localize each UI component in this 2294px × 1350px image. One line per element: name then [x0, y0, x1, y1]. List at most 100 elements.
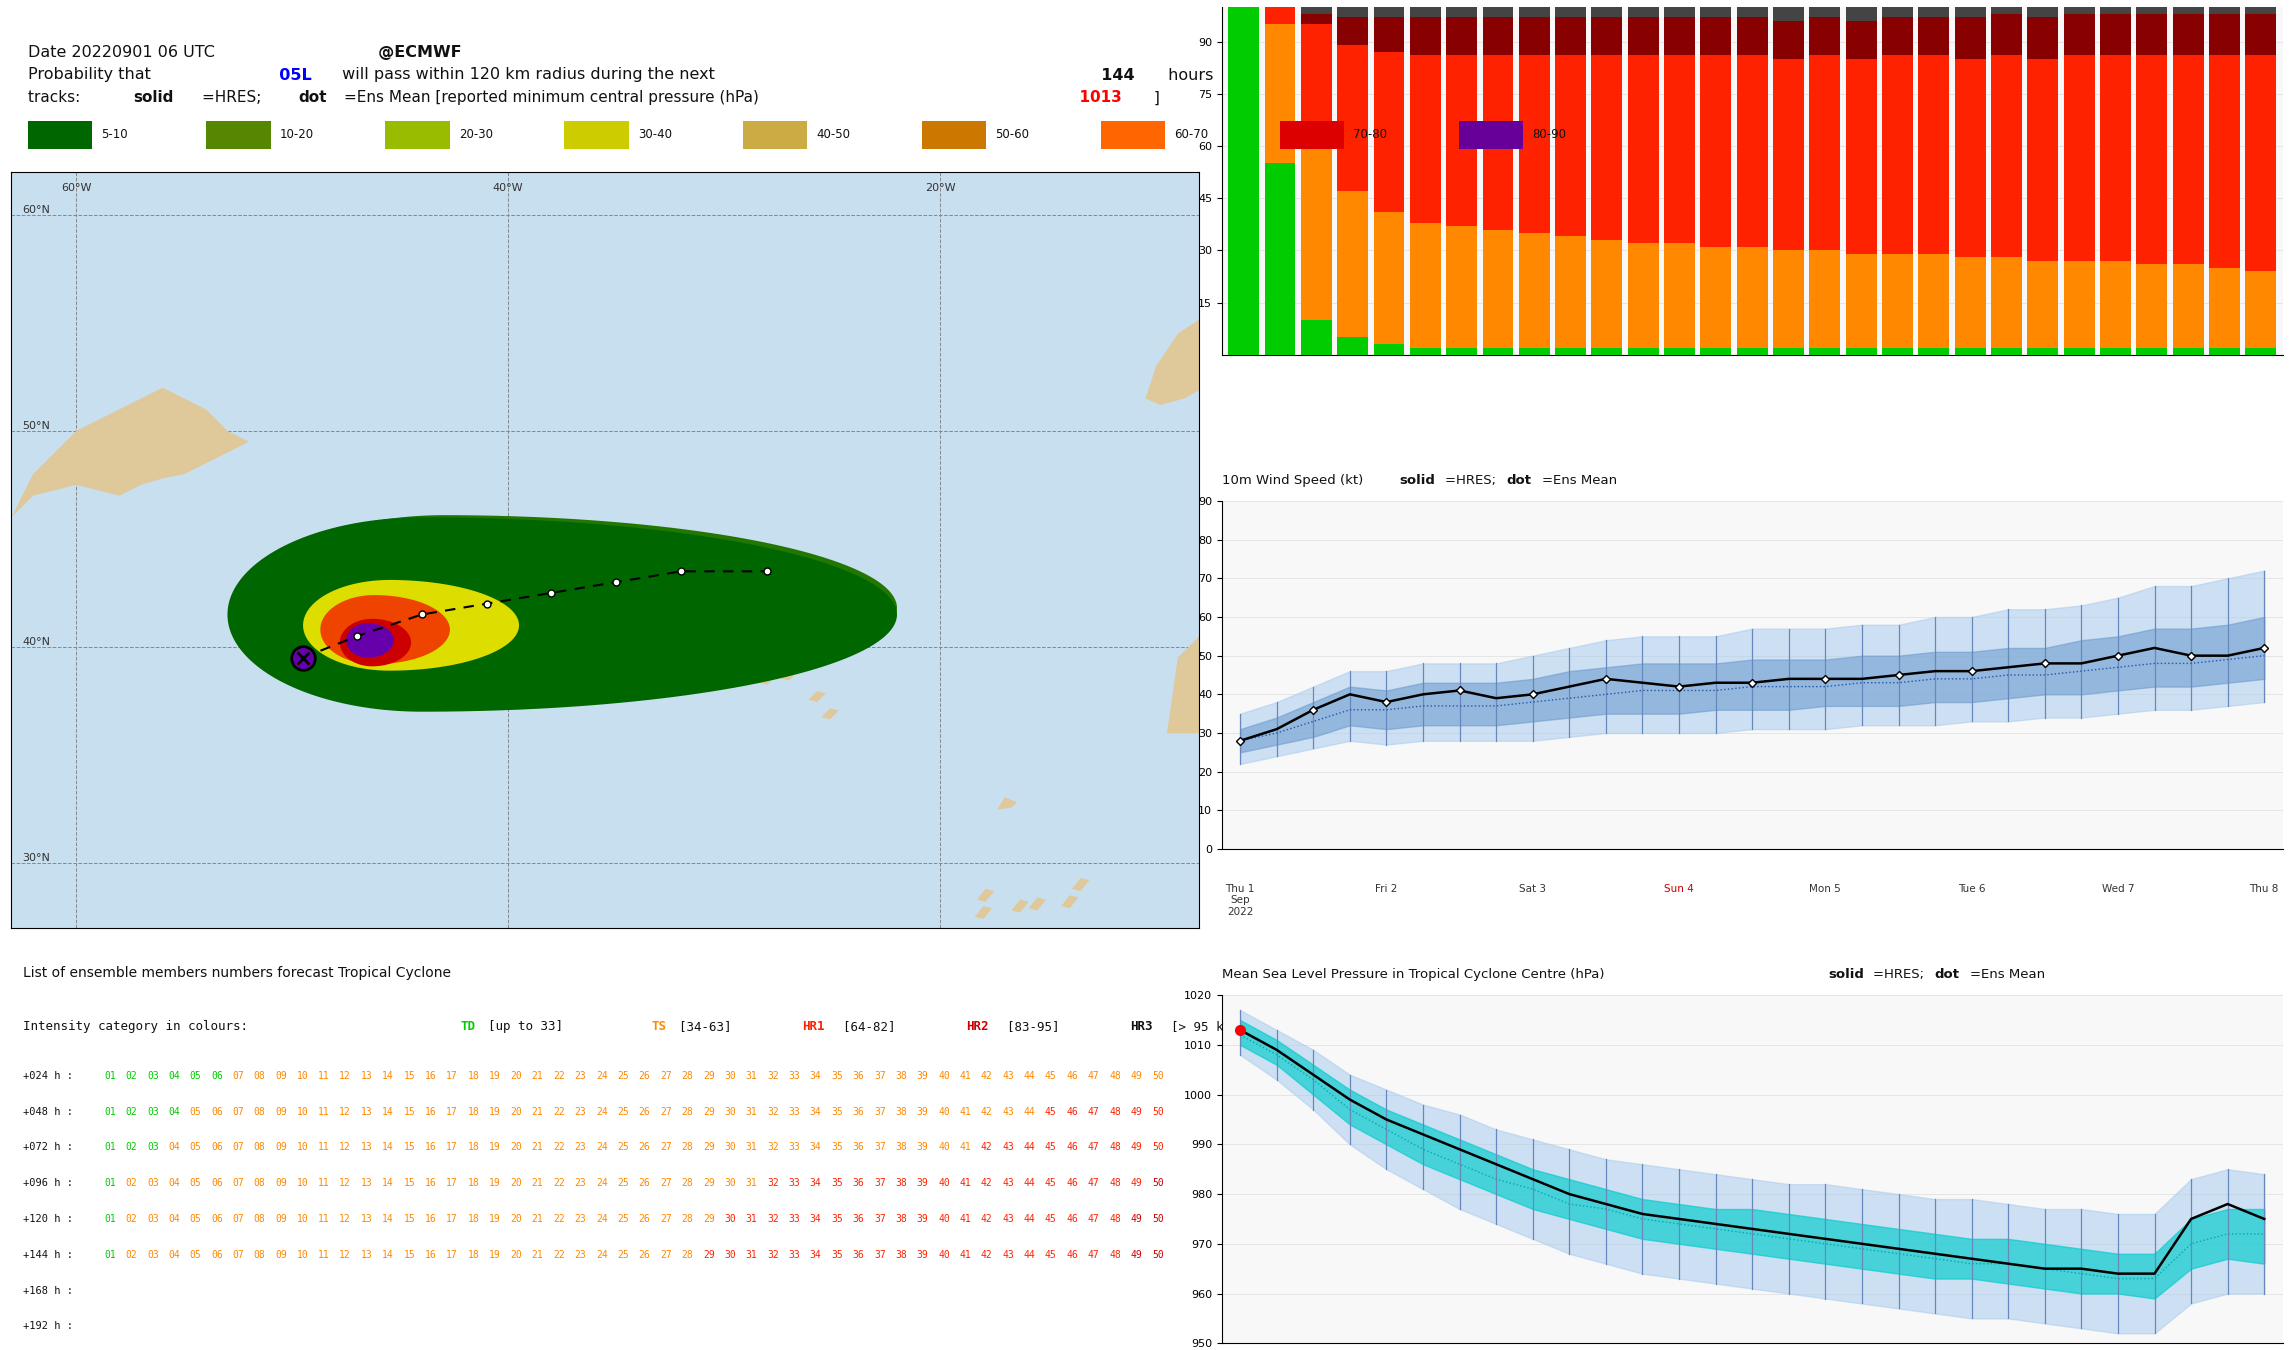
Bar [1411, 223, 1441, 348]
Polygon shape [346, 580, 530, 649]
Text: 25: 25 [617, 1214, 629, 1224]
Text: solid: solid [1399, 474, 1434, 487]
Polygon shape [1168, 571, 1436, 733]
Polygon shape [977, 888, 993, 902]
Text: 34: 34 [810, 1071, 821, 1081]
Text: 29: 29 [702, 1250, 716, 1260]
Text: 19: 19 [489, 1107, 500, 1116]
Text: dot: dot [298, 90, 326, 105]
Text: 17: 17 [447, 1107, 459, 1116]
Bar [1737, 247, 1769, 348]
Bar [1881, 55, 1913, 254]
Text: 16: 16 [424, 1142, 436, 1153]
Text: 31: 31 [746, 1107, 757, 1116]
Text: 02: 02 [126, 1214, 138, 1224]
Text: 23: 23 [574, 1214, 587, 1224]
Text: 34: 34 [810, 1179, 821, 1188]
Text: Mean Sea Level Pressure in Tropical Cyclone Centre (hPa): Mean Sea Level Pressure in Tropical Cycl… [1223, 968, 1608, 981]
Polygon shape [1232, 215, 1328, 323]
Bar [1555, 236, 1585, 348]
Text: 05: 05 [190, 1250, 202, 1260]
Text: +168 h :: +168 h : [23, 1285, 73, 1296]
Bar [1663, 348, 1695, 355]
Bar [1374, 212, 1404, 344]
Text: 17: 17 [447, 1250, 459, 1260]
Text: 20: 20 [509, 1107, 523, 1116]
Text: 35: 35 [830, 1107, 842, 1116]
Text: 36: 36 [853, 1142, 865, 1153]
Text: tracks:: tracks: [28, 90, 85, 105]
Text: 36: 36 [853, 1071, 865, 1081]
Text: =HRES;: =HRES; [202, 90, 266, 105]
Text: 30: 30 [725, 1179, 736, 1188]
Text: 43: 43 [1002, 1179, 1014, 1188]
Text: 42: 42 [982, 1142, 993, 1153]
Bar [1991, 348, 2021, 355]
Text: 27: 27 [661, 1214, 672, 1224]
Text: 48: 48 [1108, 1214, 1122, 1224]
Text: =Ens Mean: =Ens Mean [1542, 474, 1617, 487]
Text: 10-20: 10-20 [280, 128, 314, 142]
Text: 39: 39 [918, 1107, 929, 1116]
Text: 41: 41 [959, 1107, 970, 1116]
Text: 14: 14 [383, 1250, 395, 1260]
Text: 17: 17 [447, 1071, 459, 1081]
Text: 14: 14 [383, 1142, 395, 1153]
Text: 30: 30 [725, 1250, 736, 1260]
Text: 27: 27 [661, 1142, 672, 1153]
Text: 44: 44 [1023, 1071, 1035, 1081]
Polygon shape [326, 571, 574, 657]
Text: 60°W: 60°W [62, 182, 92, 193]
Bar [2209, 14, 2239, 55]
Text: 44: 44 [1023, 1107, 1035, 1116]
Bar [1629, 55, 1659, 243]
Bar [1847, 254, 1876, 348]
Text: 19: 19 [489, 1142, 500, 1153]
Text: 01: 01 [103, 1107, 117, 1116]
Text: 22: 22 [553, 1071, 564, 1081]
Text: [64-82]: [64-82] [842, 1021, 911, 1033]
Bar [1555, 55, 1585, 236]
Text: 13: 13 [360, 1250, 372, 1260]
Bar [1847, 7, 1876, 20]
Text: 26: 26 [638, 1214, 651, 1224]
Text: 06: 06 [211, 1179, 223, 1188]
Bar [1555, 348, 1585, 355]
Text: 33: 33 [789, 1214, 801, 1224]
Polygon shape [227, 517, 897, 711]
Text: 10: 10 [296, 1142, 307, 1153]
Bar [2172, 265, 2205, 348]
Bar [1954, 348, 1987, 355]
Text: 05: 05 [190, 1214, 202, 1224]
Text: 32: 32 [766, 1107, 778, 1116]
Text: 42: 42 [982, 1071, 993, 1081]
Text: 08: 08 [255, 1071, 266, 1081]
Bar [1301, 14, 1333, 24]
Bar [2028, 59, 2058, 261]
Text: 29: 29 [702, 1142, 716, 1153]
Text: 07: 07 [232, 1142, 243, 1153]
Text: 08: 08 [255, 1250, 266, 1260]
Polygon shape [303, 563, 638, 667]
Text: 01: 01 [103, 1214, 117, 1224]
Text: 47: 47 [1087, 1142, 1099, 1153]
Text: 24: 24 [596, 1250, 608, 1260]
Text: 27: 27 [661, 1179, 672, 1188]
Text: 10m Wind Speed (kt): 10m Wind Speed (kt) [1223, 474, 1367, 487]
Text: Mon 5: Mon 5 [1810, 884, 1842, 894]
Text: 13: 13 [360, 1107, 372, 1116]
Text: 60-70: 60-70 [1175, 128, 1209, 142]
Polygon shape [807, 691, 826, 702]
Text: 43: 43 [1002, 1107, 1014, 1116]
Bar [2172, 348, 2205, 355]
Polygon shape [303, 580, 518, 671]
Bar [1991, 55, 2021, 258]
Text: 27: 27 [661, 1107, 672, 1116]
Text: 24: 24 [596, 1071, 608, 1081]
Text: 45: 45 [1046, 1142, 1058, 1153]
Text: 11: 11 [319, 1250, 330, 1260]
Text: 03: 03 [147, 1179, 158, 1188]
Text: 29: 29 [702, 1214, 716, 1224]
Bar [1227, 7, 1259, 355]
Text: 47: 47 [1087, 1107, 1099, 1116]
